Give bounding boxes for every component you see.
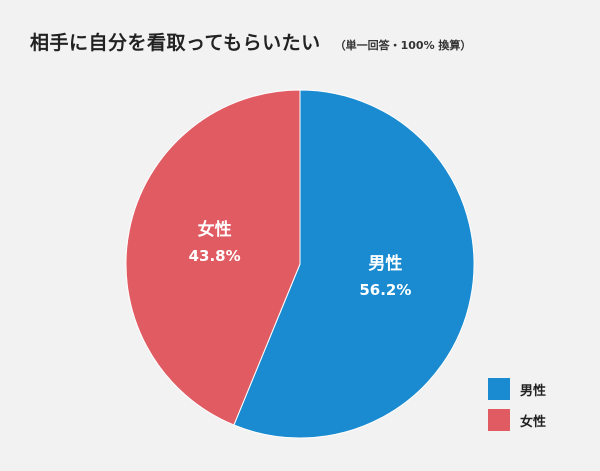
- pie-slice-female: [125, 89, 301, 426]
- legend: 男性 女性: [488, 378, 546, 431]
- pie-slices: [125, 89, 475, 439]
- legend-item-male: 男性: [488, 378, 546, 400]
- pie-slice-male: [233, 89, 475, 439]
- slice-value-label-male: 56.2%: [359, 281, 411, 299]
- legend-swatch-female: [488, 409, 510, 431]
- pie-labels: 男性 56.2% 女性 43.8%: [189, 219, 412, 299]
- legend-swatch-male: [488, 378, 510, 400]
- legend-item-female: 女性: [488, 409, 546, 431]
- chart-title: 相手に自分を看取ってもらいたい: [30, 32, 321, 54]
- slice-category-label-male: 男性: [368, 253, 402, 274]
- title-row: 相手に自分を看取ってもらいたい （単一回答・100% 換算）: [30, 28, 471, 55]
- chart-subtitle: （単一回答・100% 換算）: [334, 39, 472, 52]
- legend-label-male: 男性: [520, 383, 547, 399]
- legend-label-female: 女性: [520, 414, 547, 430]
- slice-value-label-female: 43.8%: [189, 247, 241, 265]
- slice-category-label-female: 女性: [198, 219, 232, 240]
